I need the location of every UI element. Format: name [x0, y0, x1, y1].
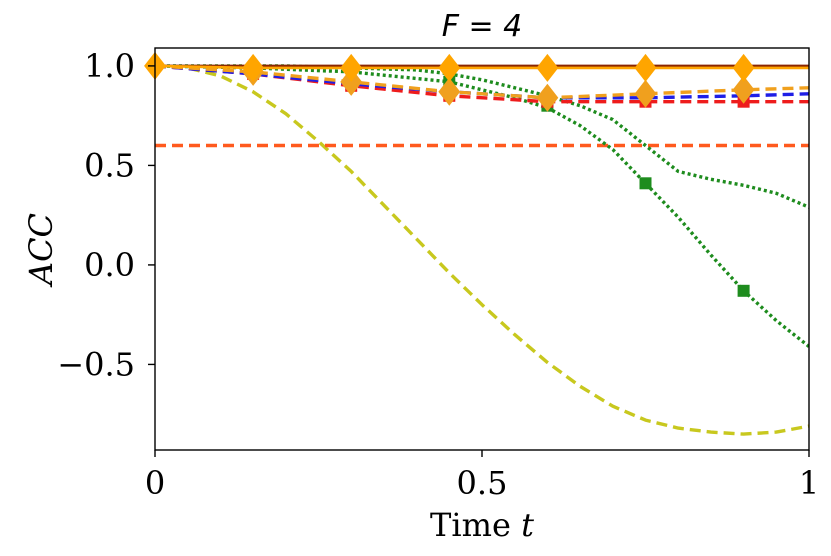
marker-orange-solid-6: [732, 53, 755, 82]
marker-orange-solid-2: [340, 53, 363, 82]
series-line-green-dotted-1: [155, 64, 809, 209]
marker-orange-solid-1: [242, 53, 265, 82]
y-tick-label-1: 0.0: [84, 246, 135, 284]
x-axis-label: Time t: [430, 506, 534, 544]
marker-green-dotted-2-2: [639, 177, 652, 190]
x-axis-label-text: Time: [430, 506, 511, 544]
chart-title: F = 4: [442, 9, 523, 44]
y-axis-label: ACC: [22, 213, 60, 288]
marker-orange-dashed-4: [634, 79, 657, 108]
series-line-orange-solid: [155, 64, 809, 70]
x-tick-label-2: 1: [799, 464, 819, 502]
marker-orange-solid-4: [536, 53, 559, 82]
x-axis-label-var: t: [521, 506, 534, 544]
series-line-orange-dashed: [155, 64, 809, 100]
y-tick-label-3: 1.0: [84, 47, 135, 85]
marker-orange-dashed-2: [438, 77, 461, 106]
plot-frame: [154, 47, 810, 451]
series-line-yellow-dashed: [155, 64, 809, 436]
series-layer: [155, 64, 809, 436]
x-tick-label-1: 0.5: [457, 464, 508, 502]
marker-green-dotted-2-3: [737, 284, 750, 297]
marker-layer: [144, 51, 755, 297]
ticks-layer: 0 0.5 1 −0.5 0.0 0.5 1.0: [57, 47, 819, 502]
marker-orange-dashed-5: [732, 75, 755, 104]
series-line-green-dotted-2: [155, 64, 809, 348]
y-tick-label-0: −0.5: [57, 345, 135, 383]
marker-orange-solid-5: [634, 53, 657, 82]
marker-orange-solid-3: [438, 53, 461, 82]
x-tick-label-0: 0: [145, 464, 165, 502]
marker-orange-dashed-3: [536, 83, 559, 112]
y-tick-label-2: 0.5: [84, 146, 135, 184]
series-line-red-dashed: [155, 64, 809, 104]
